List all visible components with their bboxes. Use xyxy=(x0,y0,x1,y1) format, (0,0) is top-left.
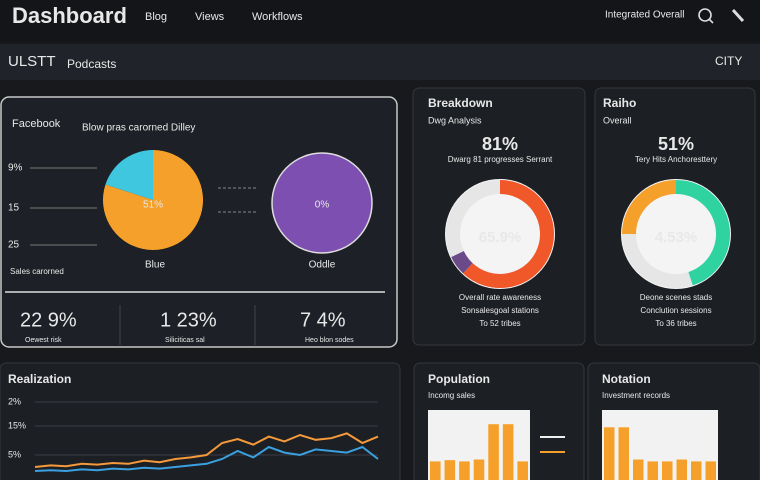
donut-segment xyxy=(622,233,693,288)
bar xyxy=(705,461,716,480)
donut-bg xyxy=(445,179,555,289)
donut-center: 65.9% xyxy=(479,229,522,246)
line-series xyxy=(34,432,379,468)
panel-title: Realization xyxy=(8,372,71,386)
panel-subtitle: Blow pras carorned Dilley xyxy=(82,123,195,134)
stat-note: Oewest risk xyxy=(25,337,62,344)
stat-note: Heo blon sodes xyxy=(305,337,354,344)
footer-text: To 36 tribes xyxy=(655,319,696,328)
bar xyxy=(618,427,629,480)
bar xyxy=(430,461,441,480)
axis-label: 15 xyxy=(8,203,20,214)
note: Dwarg 81 progresses Serrant xyxy=(448,155,553,164)
pie-slice xyxy=(105,150,153,200)
nav-item[interactable]: Blog xyxy=(145,11,167,23)
bar xyxy=(604,427,615,480)
axis-label: 25 xyxy=(8,240,20,251)
footer-text: Sonsalesgoal stations xyxy=(461,306,539,315)
donut-segment xyxy=(463,180,554,288)
axis-label: 5% xyxy=(8,449,21,459)
bar xyxy=(488,424,499,480)
circle-chart xyxy=(271,152,373,254)
footer-text: To 52 tribes xyxy=(479,319,520,328)
footer-text: Deone scenes stads xyxy=(640,293,713,302)
circle-label: 0% xyxy=(315,200,330,211)
stat-value: 22 9% xyxy=(20,309,77,331)
line-series xyxy=(34,445,379,473)
circle-caption: Oddle xyxy=(309,260,336,271)
edit-icon[interactable] xyxy=(731,8,745,23)
stat-value: 7 4% xyxy=(300,309,346,331)
realization-panel xyxy=(0,362,401,480)
bar xyxy=(444,460,456,480)
panel-subtitle: Investment records xyxy=(602,391,670,400)
panel-subtitle: Dwg Analysis xyxy=(428,115,482,125)
big-value: 51% xyxy=(658,134,694,154)
bar xyxy=(633,459,644,480)
bar xyxy=(459,461,470,480)
footer-text: Overall rate awareness xyxy=(459,293,541,302)
panel-title: Notation xyxy=(602,372,651,386)
bar xyxy=(676,459,687,480)
donut-segment xyxy=(451,250,473,274)
search-icon-handle xyxy=(708,18,714,24)
donut-segment xyxy=(675,180,730,286)
bar xyxy=(647,461,658,480)
footer-text: Conclution sessions xyxy=(640,306,711,315)
donut-bg xyxy=(621,179,731,289)
nav-item[interactable]: Workflows xyxy=(252,11,303,23)
big-value: 81% xyxy=(482,134,518,154)
bar xyxy=(662,461,673,480)
donut-segment xyxy=(446,180,501,257)
tab: Podcasts xyxy=(67,57,116,71)
stat-value: 1 23% xyxy=(160,309,217,331)
stat-note: Siliciticas sal xyxy=(165,337,205,344)
panel-title: Population xyxy=(428,372,490,386)
panel-title: Facebook xyxy=(12,118,61,130)
panel-subtitle: Overall xyxy=(603,115,632,125)
pie-caption: Blue xyxy=(145,260,165,271)
axis-label: 9% xyxy=(8,163,23,174)
bar xyxy=(517,461,528,480)
panel-title: Breakdown xyxy=(428,96,493,110)
sub-bar xyxy=(0,44,760,80)
axis-label: 15% xyxy=(8,420,26,430)
pie-label: 51% xyxy=(143,200,163,211)
bar xyxy=(691,461,702,480)
nav-item[interactable]: Views xyxy=(195,11,225,23)
axis-label: 2% xyxy=(8,396,21,406)
top-bar xyxy=(0,0,760,42)
donut-segment xyxy=(622,180,677,235)
section-label: CITY xyxy=(715,54,742,68)
bar xyxy=(473,459,485,480)
user-name: Integrated Overall xyxy=(605,10,685,21)
footnote: Sales carorned xyxy=(10,267,64,276)
section-label: ULSTT xyxy=(8,53,56,70)
panel-title: Raiho xyxy=(603,96,636,110)
panel-subtitle: Incomg sales xyxy=(428,391,475,400)
donut-center: 4.53% xyxy=(655,229,698,246)
note: Tery Hits Anchoresttery xyxy=(635,155,717,164)
search-icon[interactable] xyxy=(698,8,712,22)
bar xyxy=(502,424,514,480)
app-title: Dashboard xyxy=(12,3,127,28)
